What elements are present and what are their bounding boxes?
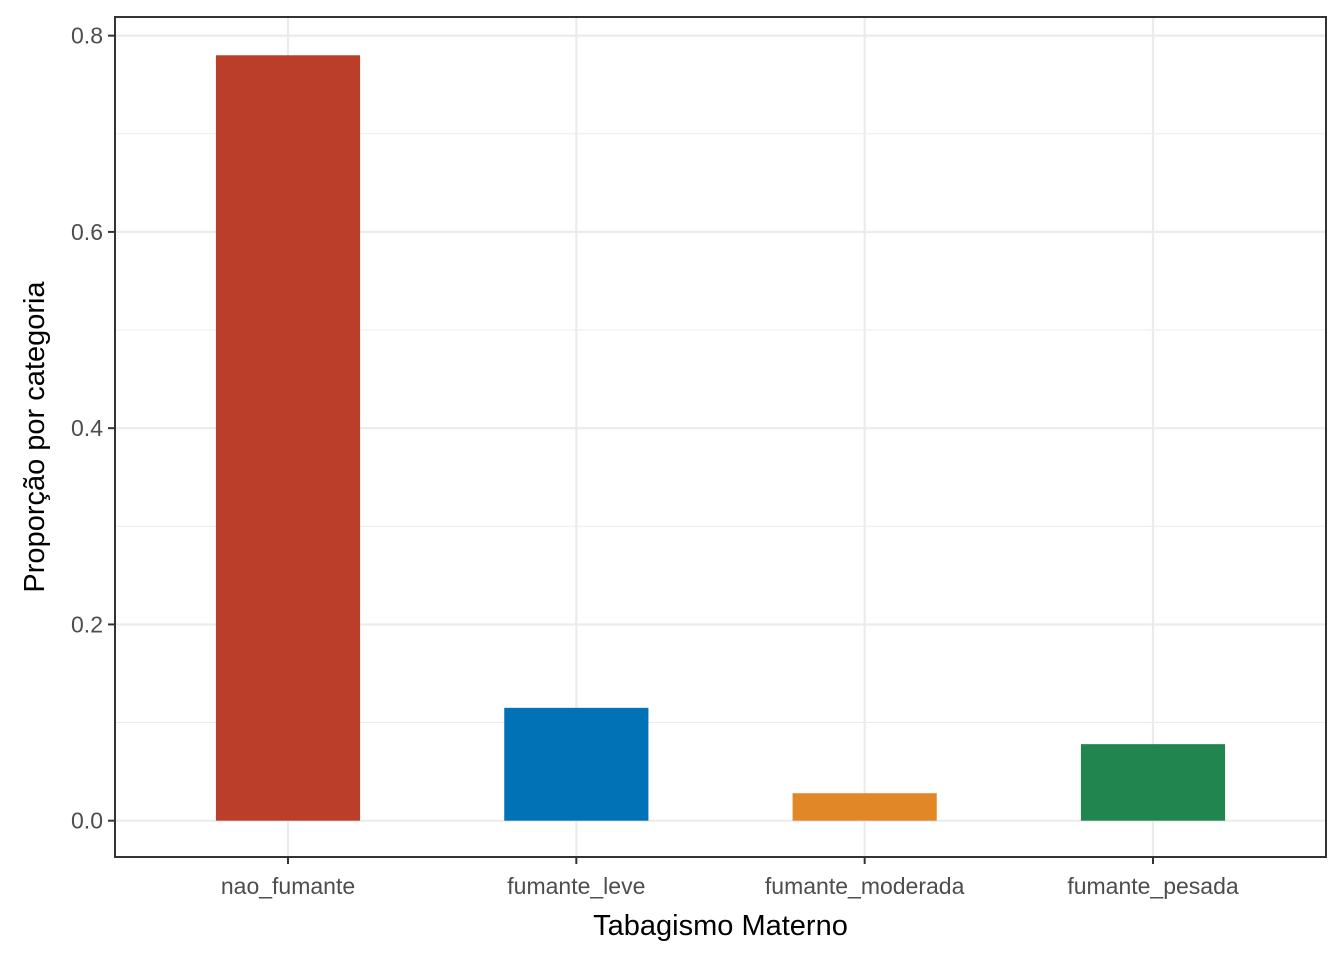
y-tick-label: 0.4 [71, 415, 103, 441]
x-tick-label: fumante_pesada [1067, 873, 1239, 899]
y-tick-label: 0.8 [71, 23, 103, 49]
y-tick-label: 0.2 [71, 611, 103, 637]
bar-fumante_pesada [1080, 744, 1226, 821]
x-axis-title: Tabagismo Materno [593, 910, 848, 942]
x-tick-label: fumante_leve [507, 873, 645, 899]
y-tick-label: 0.6 [71, 219, 103, 245]
y-axis-title: Proporção por categoria [19, 281, 51, 593]
bar-fumante_moderada [792, 793, 937, 821]
panel-border [114, 16, 1327, 858]
x-tick-label: fumante_moderada [765, 873, 965, 899]
y-axis-ticks: 0.0 0.2 0.4 0.6 0.8 [71, 23, 115, 834]
x-tick-label: nao_fumante [221, 873, 355, 899]
x-axis-ticks: nao_fumante fumante_leve fumante_moderada f… [221, 857, 1239, 899]
bar-fumante_leve [504, 707, 649, 821]
bar-nao_fumante [215, 55, 361, 821]
y-tick-label: 0.0 [71, 808, 103, 834]
bars [215, 55, 1226, 821]
